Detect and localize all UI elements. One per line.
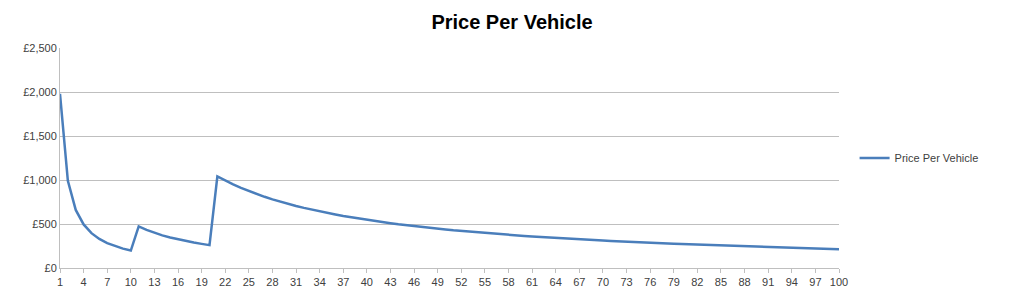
svg-text:91: 91 (762, 276, 774, 288)
svg-text:£2,500: £2,500 (23, 42, 57, 54)
svg-text:73: 73 (620, 276, 632, 288)
svg-text:97: 97 (809, 276, 821, 288)
svg-text:13: 13 (148, 276, 160, 288)
svg-text:£500: £500 (32, 218, 56, 230)
svg-text:22: 22 (219, 276, 231, 288)
svg-text:25: 25 (243, 276, 255, 288)
svg-text:Price Per Vehicle: Price Per Vehicle (895, 152, 979, 164)
svg-text:79: 79 (668, 276, 680, 288)
svg-text:61: 61 (526, 276, 538, 288)
svg-text:67: 67 (573, 276, 585, 288)
svg-text:58: 58 (502, 276, 514, 288)
svg-text:100: 100 (830, 276, 848, 288)
svg-text:1: 1 (57, 276, 63, 288)
svg-text:88: 88 (738, 276, 750, 288)
svg-text:76: 76 (644, 276, 656, 288)
svg-text:28: 28 (266, 276, 278, 288)
svg-text:52: 52 (455, 276, 467, 288)
svg-text:40: 40 (361, 276, 373, 288)
svg-text:Price Per Vehicle: Price Per Vehicle (431, 11, 592, 33)
svg-text:£1,500: £1,500 (23, 130, 57, 142)
svg-text:34: 34 (314, 276, 326, 288)
svg-text:70: 70 (597, 276, 609, 288)
svg-text:£0: £0 (45, 262, 57, 274)
svg-text:10: 10 (125, 276, 137, 288)
svg-text:16: 16 (172, 276, 184, 288)
svg-text:19: 19 (196, 276, 208, 288)
svg-text:46: 46 (408, 276, 420, 288)
svg-text:7: 7 (104, 276, 110, 288)
svg-text:43: 43 (384, 276, 396, 288)
svg-text:31: 31 (290, 276, 302, 288)
svg-text:4: 4 (81, 276, 87, 288)
svg-text:85: 85 (715, 276, 727, 288)
svg-text:64: 64 (550, 276, 562, 288)
svg-text:55: 55 (479, 276, 491, 288)
svg-text:82: 82 (691, 276, 703, 288)
svg-text:£2,000: £2,000 (23, 86, 57, 98)
svg-text:49: 49 (432, 276, 444, 288)
svg-text:£1,000: £1,000 (23, 174, 57, 186)
svg-text:37: 37 (337, 276, 349, 288)
svg-text:94: 94 (786, 276, 798, 288)
